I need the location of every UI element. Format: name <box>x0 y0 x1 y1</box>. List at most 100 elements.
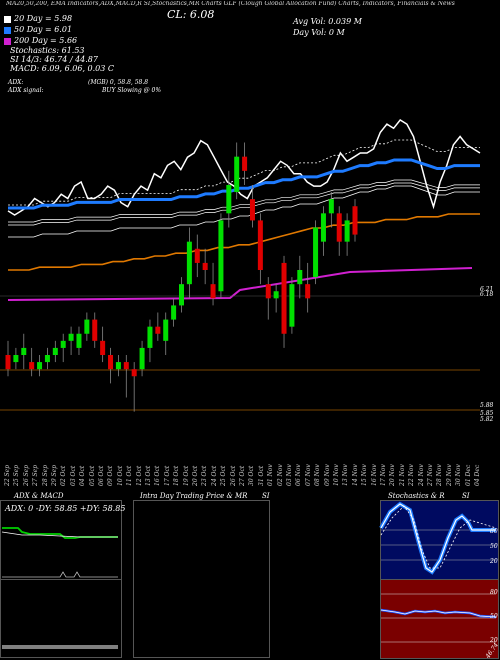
ma20-line <box>7 119 481 216</box>
date-tick-label: 13 Oct <box>145 465 152 486</box>
date-tick-label: 27 Nov <box>427 464 434 486</box>
candle-body <box>297 270 303 285</box>
date-tick-label: 03 Nov <box>286 464 293 486</box>
price-label-low3: 5.82 <box>480 416 494 423</box>
candle-body <box>44 355 50 363</box>
date-tick-label: 17 Nov <box>380 464 387 486</box>
date-tick-label: 26 Oct <box>229 465 237 486</box>
candle-body <box>52 347 58 355</box>
stoch-panel <box>380 500 499 580</box>
candle-body <box>139 347 145 370</box>
date-tick-label: 13 Nov <box>342 464 350 486</box>
stoch-tick-20: 20 <box>490 558 498 565</box>
date-tick-label: 20 Oct <box>192 465 199 486</box>
adx-values: ADX: 0 -DY: 58.85 +DY: 58.85 <box>5 504 126 513</box>
date-tick-label: 04 Dec <box>474 464 481 486</box>
candle-body <box>320 213 326 242</box>
rsi-panel <box>380 579 499 659</box>
adx-panel: ADX: 0 -DY: 58.85 +DY: 58.85 <box>0 500 126 658</box>
candle-body <box>163 319 169 341</box>
date-tick-label: 20 Nov <box>389 464 397 486</box>
rsi-tick-20: 20 <box>490 637 498 644</box>
candle-body <box>29 362 35 370</box>
date-tick-label: 06 Nov <box>295 464 303 486</box>
candle-body <box>313 227 319 278</box>
candle-body <box>218 220 224 292</box>
legend-ma200: 200 Day = 5.66 <box>4 36 108 47</box>
date-tick-label: 16 Nov <box>370 464 378 486</box>
adx-line2-value: BUY Slowing @ 0% <box>102 87 162 94</box>
ma200-line <box>8 213 480 271</box>
stoch-panel-si: SI <box>462 492 470 500</box>
candle-body <box>281 262 287 334</box>
date-tick-label: 04 Oct <box>79 465 87 486</box>
stoch-tick-50: 50 <box>490 543 498 550</box>
date-tick-label: 30 Nov <box>455 464 463 486</box>
channel-lower-line <box>8 182 480 226</box>
date-tick-label: 06 Oct <box>98 465 105 486</box>
ma50-line <box>8 158 480 210</box>
price-label-low1: 5.88 <box>480 402 494 409</box>
date-tick-label: 23 Oct <box>201 465 209 486</box>
legend-ma20-label: 20 Day = 5.98 <box>14 14 73 23</box>
candle-body <box>76 333 82 348</box>
candle-body <box>202 262 208 270</box>
candle-body <box>21 347 27 355</box>
candle-body <box>155 326 161 334</box>
date-tick-label: 12 Oct <box>135 465 143 486</box>
candle-body <box>226 185 232 214</box>
stoch-tick-80: 80 <box>490 528 498 535</box>
candle-body <box>37 362 43 370</box>
candle-body <box>92 319 98 341</box>
date-tick-label: 07 Nov <box>304 464 312 486</box>
legend-rsi: SI 14/3: 46.74 / 44.87 <box>10 55 98 64</box>
candle-body <box>84 319 90 334</box>
candle-body <box>242 156 248 171</box>
date-tick-label: 29 Sep <box>51 464 58 486</box>
date-tick-label: 18 Oct <box>173 465 181 486</box>
date-tick-label: 03 Oct <box>69 465 77 486</box>
date-tick-label: 05 Oct <box>88 465 96 486</box>
header-top-line: MA20,50,200, EMA Indicators,ADX,MACD,R S… <box>6 1 455 7</box>
candle-body <box>210 284 216 299</box>
adx-line1-label: ADX: <box>8 79 24 86</box>
candle-body <box>344 220 350 242</box>
price-label-top2: 6.18 <box>480 291 494 298</box>
ma-purple-line <box>7 267 473 301</box>
date-tick-label: 28 Nov <box>436 464 444 486</box>
date-tick-label: 31 Oct <box>257 465 265 486</box>
date-tick-label: 17 Oct <box>163 465 171 486</box>
candle-body <box>115 362 121 370</box>
date-tick-label: 10 Oct <box>116 465 124 486</box>
candle-body <box>179 284 184 306</box>
price-label-top: 6.21 <box>480 286 494 293</box>
candle-body <box>186 241 192 285</box>
candle-body <box>123 362 129 370</box>
candle-body <box>265 284 271 299</box>
candle-body <box>234 156 240 193</box>
candle-body <box>249 199 255 221</box>
rsi-tick-50: 50 <box>490 613 498 620</box>
date-tick-label: 26 Sep <box>22 464 30 486</box>
date-tick-label: 25 Oct <box>220 465 228 486</box>
date-tick-label: 10 Nov <box>333 464 340 486</box>
legend-macd: MACD: 6.09, 6.06, 0.03 C <box>10 64 115 73</box>
candle-body <box>131 369 137 377</box>
candle-body <box>147 326 153 348</box>
candle-body <box>328 199 334 214</box>
date-tick-label: 09 Nov <box>323 464 331 486</box>
mr-panel-si: SI <box>262 492 270 500</box>
date-tick-label: 21 Nov <box>398 464 406 486</box>
date-tick-label: 15 Nov <box>361 464 369 486</box>
date-tick-label: 27 Oct <box>239 465 246 486</box>
date-tick-label: 24 Oct <box>210 465 218 486</box>
legend-stochastics: Stochastics: 61.53 <box>10 46 85 55</box>
date-tick-label: 24 Nov <box>417 464 425 486</box>
date-tick-label: 09 Oct <box>107 465 115 486</box>
price-chart <box>0 119 481 412</box>
date-tick-label: 11 Oct <box>126 465 134 486</box>
adx-panel-title: ADX & MACD <box>14 492 64 500</box>
date-tick-label: 16 Oct <box>154 465 162 486</box>
date-tick-label: 22 Nov <box>408 464 416 486</box>
candle-body <box>171 305 177 320</box>
